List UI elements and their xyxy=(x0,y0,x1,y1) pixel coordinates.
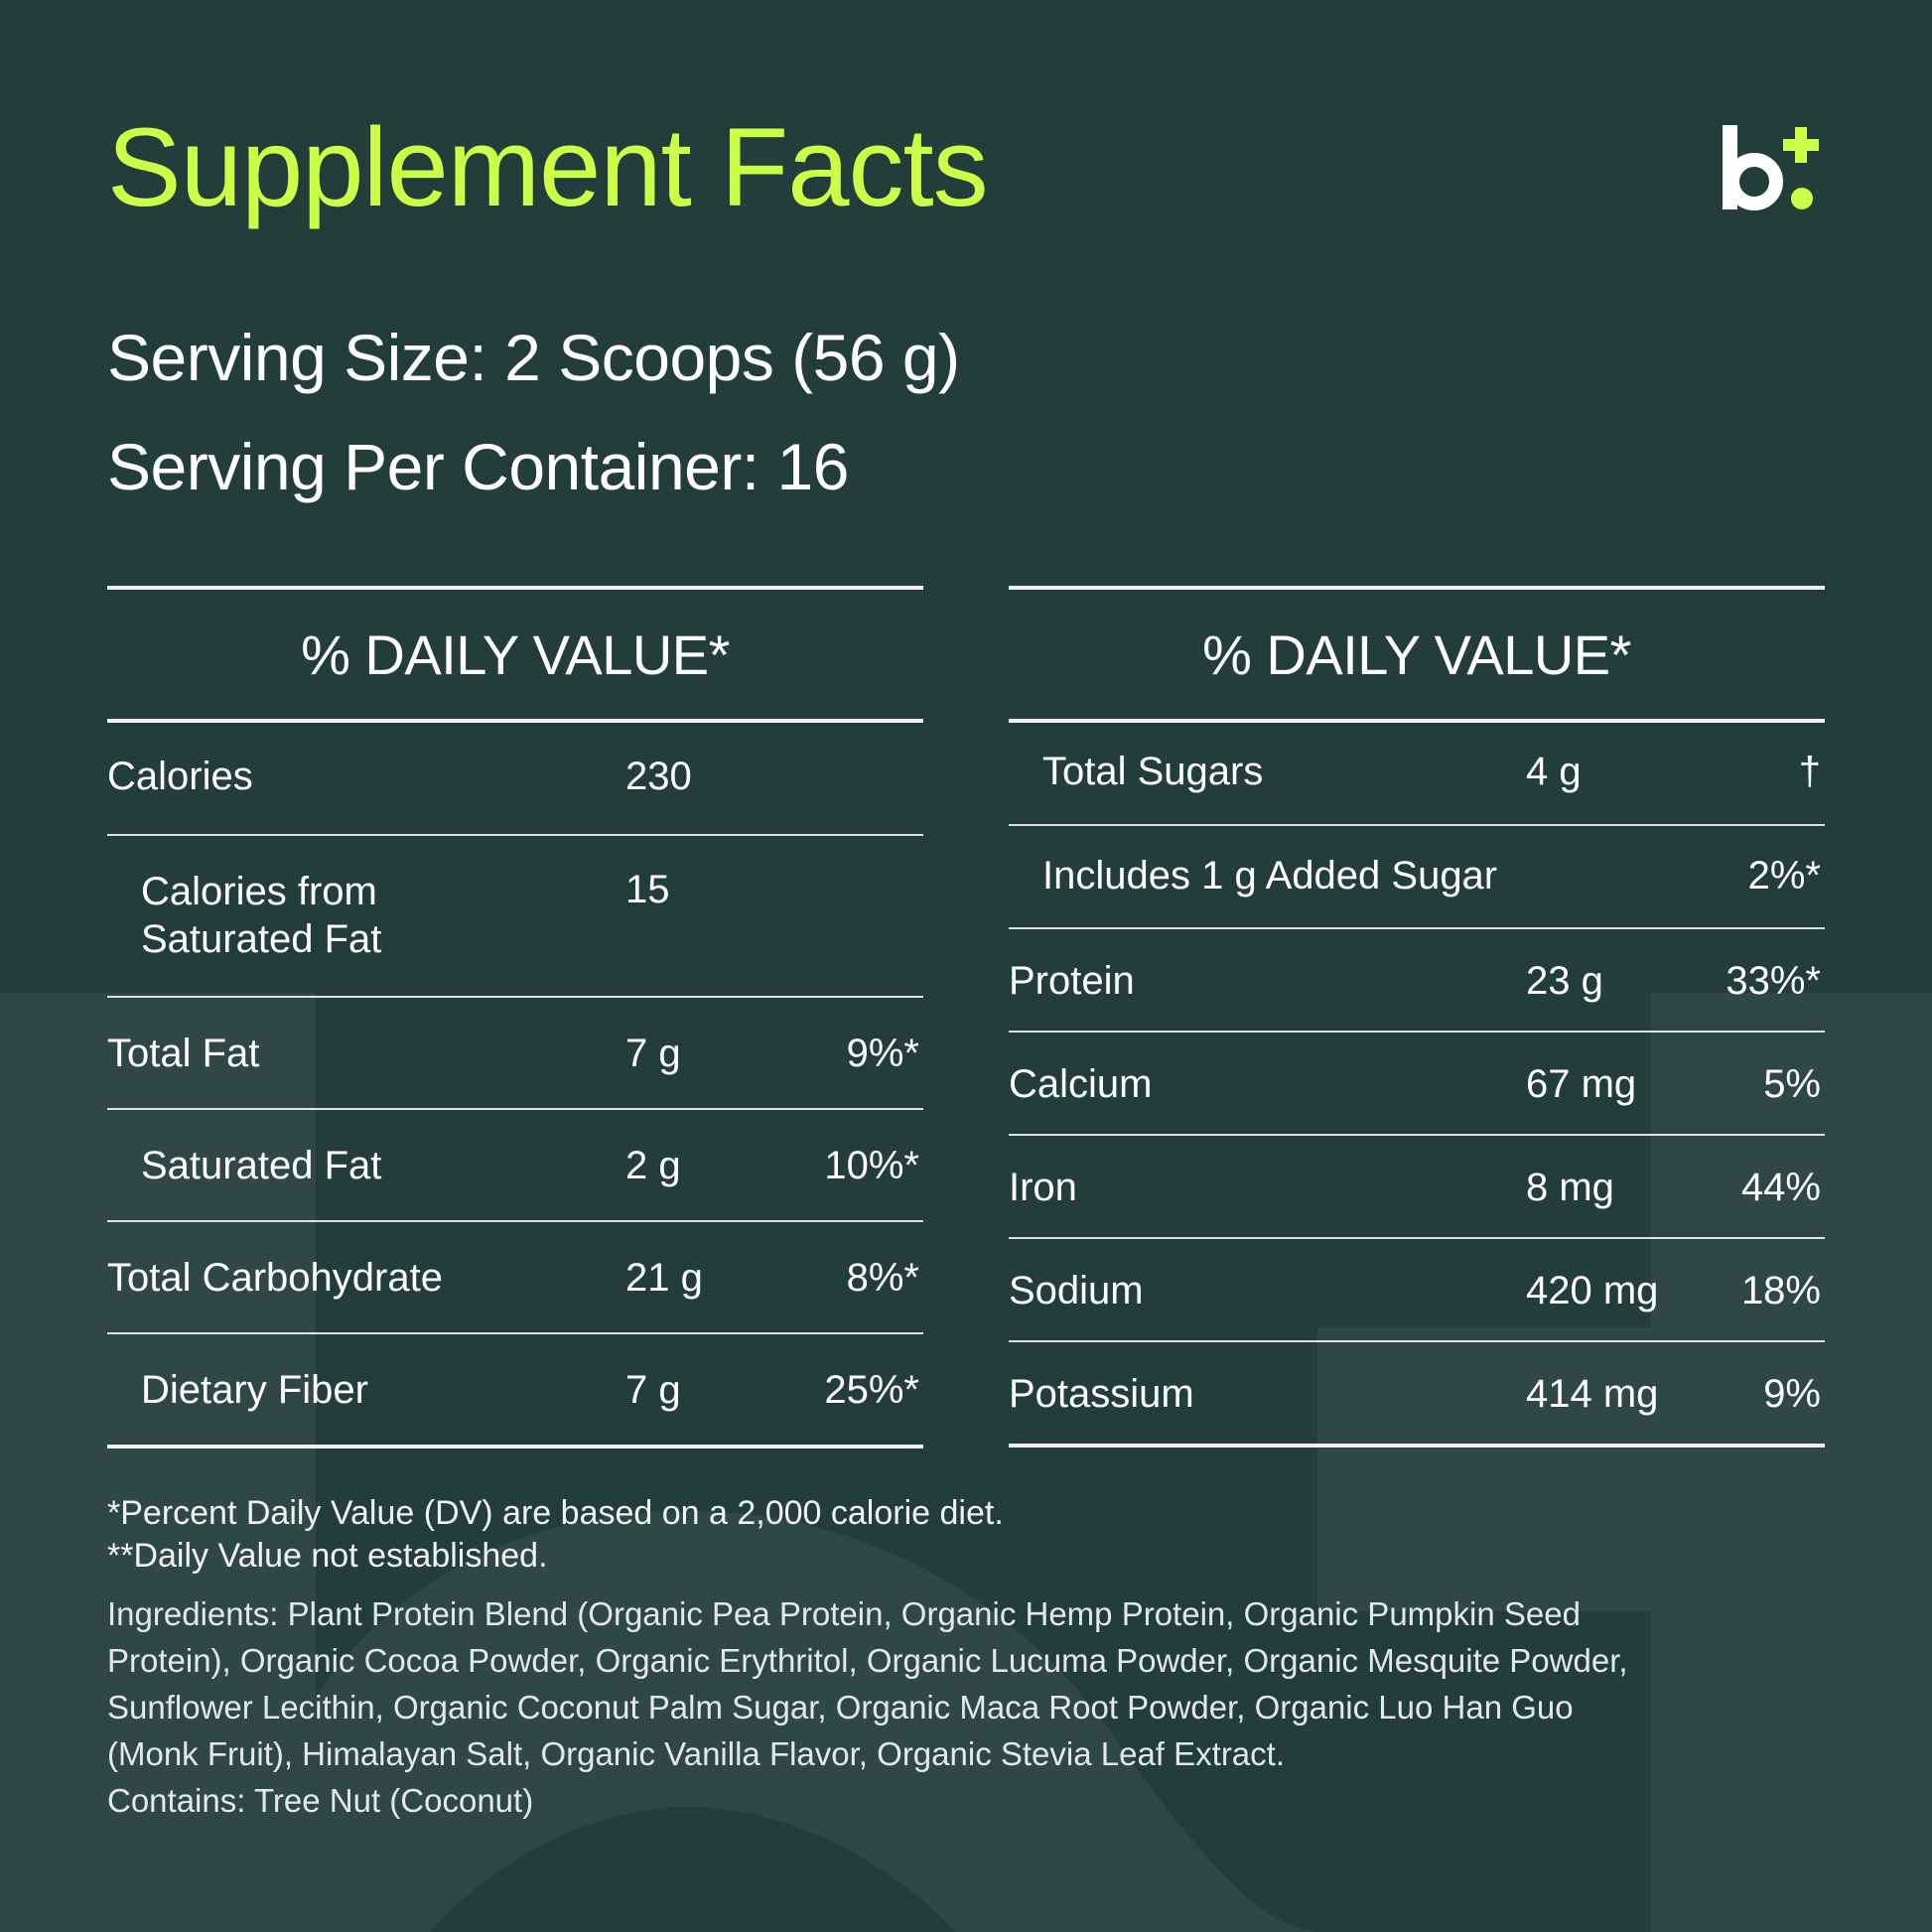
row-label-line2: Saturated Fat xyxy=(141,917,382,961)
row-daily-value: 33%* xyxy=(1725,959,1821,1003)
row-label: Calories from Saturated Fat xyxy=(141,868,381,963)
row-amount: 2 g xyxy=(625,1144,681,1187)
row-label: Sodium xyxy=(1009,1269,1144,1312)
row-daily-value: 8%* xyxy=(846,1256,919,1300)
row-daily-value: 5% xyxy=(1763,1062,1821,1106)
row-divider xyxy=(107,834,923,836)
row-daily-value: 44% xyxy=(1740,1166,1821,1209)
table-heading: % DAILY VALUE* xyxy=(1202,622,1631,686)
table-row: Potassium 414 mg 9% xyxy=(1009,1342,1825,1444)
row-divider xyxy=(107,1108,923,1110)
row-label: Total Carbohydrate xyxy=(107,1256,443,1300)
table-row: Calories 230 xyxy=(107,723,923,834)
table-row: Protein 23 g 33%* xyxy=(1009,929,1825,1031)
ingredients-line: Ingredients: Plant Protein Blend (Organi… xyxy=(107,1595,1581,1632)
footnote-not-established: **Daily Value not established. xyxy=(107,1537,548,1575)
serving-size: Serving Size: 2 Scoops (56 g) xyxy=(107,321,960,394)
row-amount: 414 mg xyxy=(1526,1372,1659,1416)
row-divider xyxy=(1009,1340,1825,1342)
allergen-statement: Contains: Tree Nut (Coconut) xyxy=(107,1782,534,1819)
row-label: Calcium xyxy=(1009,1062,1153,1106)
table-top-rule xyxy=(107,586,923,590)
table-row: Total Carbohydrate 21 g 8%* xyxy=(107,1222,923,1332)
ingredients-list: Ingredients: Plant Protein Blend (Organi… xyxy=(107,1590,1835,1824)
row-amount: 15 xyxy=(625,868,670,911)
ingredients-line: Sunflower Lecithin, Organic Coconut Palm… xyxy=(107,1689,1574,1725)
row-divider xyxy=(107,1220,923,1222)
table-row: Total Fat 7 g 9%* xyxy=(107,998,923,1108)
row-daily-value: 25%* xyxy=(824,1368,919,1412)
table-top-rule xyxy=(1009,586,1825,590)
row-label: Protein xyxy=(1009,959,1135,1003)
row-label: Iron xyxy=(1009,1166,1077,1209)
table-bottom-rule xyxy=(107,1445,923,1449)
row-amount: 420 mg xyxy=(1526,1269,1659,1312)
footnotes: *Percent Daily Value (DV) are based on a… xyxy=(107,1492,1004,1578)
row-daily-value: 18% xyxy=(1740,1269,1821,1312)
servings-per-container: Serving Per Container: 16 xyxy=(107,430,849,503)
row-daily-value: 2%* xyxy=(1747,854,1821,897)
row-label: Total Sugars xyxy=(1042,750,1264,793)
row-daily-value: † xyxy=(1798,750,1821,793)
row-label: Calories xyxy=(107,755,253,798)
row-divider xyxy=(1009,1031,1825,1033)
table-row: Sodium 420 mg 18% xyxy=(1009,1239,1825,1340)
ingredients-line: Protein), Organic Cocoa Powder, Organic … xyxy=(107,1642,1628,1679)
row-divider xyxy=(1009,824,1825,826)
row-label: Dietary Fiber xyxy=(141,1368,368,1412)
page-title: Supplement Facts xyxy=(107,105,989,229)
row-label: Saturated Fat xyxy=(141,1144,382,1187)
row-amount: 230 xyxy=(625,755,692,798)
table-row: Dietary Fiber 7 g 25%* xyxy=(107,1334,923,1445)
table-row: Saturated Fat 2 g 10%* xyxy=(107,1110,923,1220)
ingredients-line: (Monk Fruit), Himalayan Salt, Organic Va… xyxy=(107,1735,1286,1772)
table-row: Calcium 67 mg 5% xyxy=(1009,1033,1825,1134)
row-label: Total Fat xyxy=(107,1032,260,1075)
table-bottom-rule xyxy=(1009,1444,1825,1448)
row-amount: 4 g xyxy=(1526,750,1582,793)
row-divider xyxy=(1009,1237,1825,1239)
row-daily-value: 9%* xyxy=(846,1032,919,1075)
row-daily-value: 9% xyxy=(1763,1372,1821,1416)
row-label: Potassium xyxy=(1009,1372,1194,1416)
table-row: Iron 8 mg 44% xyxy=(1009,1136,1825,1237)
row-divider xyxy=(1009,1134,1825,1136)
brand-logo-icon xyxy=(1723,125,1819,210)
row-amount: 67 mg xyxy=(1526,1062,1637,1106)
row-label-line1: Calories from xyxy=(141,870,377,913)
table-row: Includes 1 g Added Sugar 2%* xyxy=(1009,826,1825,927)
nutrition-table-right: % DAILY VALUE* Total Sugars 4 g † Includ… xyxy=(1009,586,1825,1448)
row-amount: 7 g xyxy=(625,1032,681,1075)
table-heading: % DAILY VALUE* xyxy=(301,622,730,686)
table-header-rule xyxy=(107,719,923,723)
row-divider xyxy=(107,996,923,998)
footnote-daily-value: *Percent Daily Value (DV) are based on a… xyxy=(107,1494,1004,1532)
row-amount: 8 mg xyxy=(1526,1166,1614,1209)
table-row: Total Sugars 4 g † xyxy=(1009,723,1825,824)
row-divider xyxy=(107,1332,923,1334)
table-header-rule xyxy=(1009,719,1825,723)
row-amount: 21 g xyxy=(625,1256,703,1300)
row-divider xyxy=(1009,927,1825,929)
row-amount: 23 g xyxy=(1526,959,1603,1003)
row-label: Includes 1 g Added Sugar xyxy=(1042,854,1498,897)
row-amount: 7 g xyxy=(625,1368,681,1412)
row-daily-value: 10%* xyxy=(824,1144,919,1187)
nutrition-table-left: % DAILY VALUE* Calories 230 Calories fro… xyxy=(107,586,923,1449)
table-row: Calories from Saturated Fat 15 xyxy=(107,836,923,996)
